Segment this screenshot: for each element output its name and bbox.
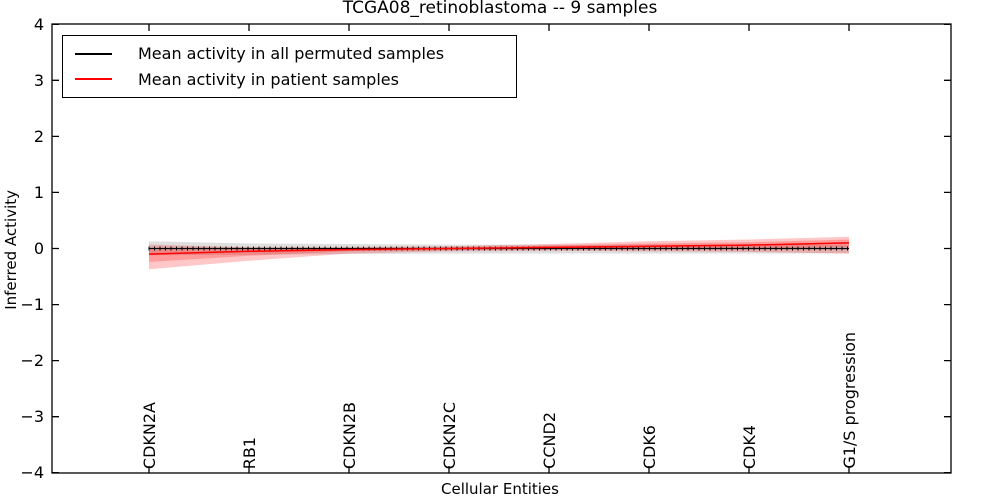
legend-items: Mean activity in all permuted samples Mea…	[75, 38, 504, 95]
legend: Mean activity in all permuted samples Mea…	[62, 35, 517, 98]
legend-line-sample	[75, 78, 112, 81]
x-tick-label: CDKN2A	[139, 401, 159, 469]
x-tick-label: CDKN2C	[439, 401, 459, 469]
x-axis-label: Cellular Entities	[441, 480, 559, 498]
y-tick-label: 4	[33, 14, 44, 34]
legend-label: Mean activity in patient samples	[138, 69, 399, 89]
axes-border	[51, 23, 952, 474]
patient-confidence-band-outer	[149, 236, 849, 270]
legend-item: Mean activity in all permuted samples	[75, 44, 504, 63]
y-tick-label: −4	[20, 463, 44, 483]
x-tick-label: RB1	[239, 436, 259, 469]
patient-mean-line	[148, 242, 850, 255]
y-tick-label: 1	[33, 182, 44, 202]
chart-title: TCGA08_retinoblastoma -- 9 samples	[342, 0, 658, 18]
y-tick-label: −1	[20, 295, 44, 315]
y-tick-label: 2	[33, 126, 44, 146]
x-tick-label: CCND2	[539, 412, 559, 469]
x-tick-label: CDKN2B	[339, 401, 359, 469]
y-tick-label: −2	[20, 351, 44, 371]
x-tick-label: CDK4	[739, 424, 759, 469]
y-tick-label: −3	[20, 407, 44, 427]
x-tick-label: CDK6	[639, 424, 659, 469]
y-tick-label: 3	[33, 70, 44, 90]
x-tick-label: G1/S progression	[839, 332, 859, 469]
y-tick-label: 0	[33, 239, 44, 258]
patient-confidence-band-inner	[149, 239, 849, 262]
legend-item: Mean activity in patient samples	[75, 70, 504, 89]
legend-label: Mean activity in all permuted samples	[138, 44, 445, 64]
legend-line-sample	[75, 52, 112, 55]
